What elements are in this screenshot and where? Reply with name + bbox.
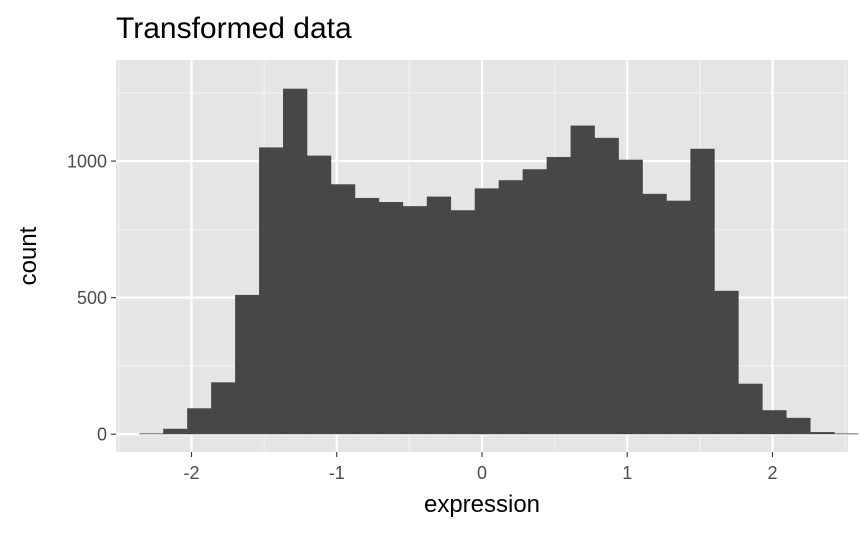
x-axis-title: expression	[424, 491, 540, 518]
histogram-bar	[738, 383, 763, 435]
y-axis-title: count	[15, 226, 42, 285]
histogram-bar	[546, 156, 571, 435]
x-tick-label: 2	[767, 463, 777, 483]
y-tick-label: 1000	[67, 152, 107, 172]
histogram-bar	[786, 417, 811, 435]
x-tick-label: 0	[477, 463, 487, 483]
histogram-bar	[642, 193, 667, 435]
histogram-bar	[450, 210, 476, 435]
histogram-bar	[211, 382, 236, 435]
x-axis: -2 -1 0 1 2	[184, 452, 777, 483]
histogram-bar	[306, 155, 332, 435]
histogram-bar	[522, 169, 547, 435]
histogram-bar	[762, 410, 787, 435]
x-tick-label: -2	[184, 463, 200, 483]
histogram-bar	[426, 196, 452, 435]
histogram-bar	[690, 148, 715, 435]
y-axis: 0 500 1000	[67, 152, 116, 445]
histogram-bar	[283, 88, 308, 435]
histogram-bar	[666, 200, 691, 435]
y-tick-label: 500	[77, 288, 107, 308]
y-tick-label: 0	[97, 425, 107, 445]
histogram-bar	[259, 147, 284, 435]
histogram-bar	[714, 290, 739, 435]
histogram-bar	[810, 432, 835, 435]
histogram-bar	[402, 206, 428, 435]
x-tick-label: 1	[622, 463, 632, 483]
histogram-bar	[139, 433, 164, 435]
histogram-bar	[834, 433, 859, 435]
histogram-bar	[235, 294, 260, 435]
histogram-bar	[163, 428, 188, 435]
histogram-bar	[474, 188, 500, 435]
histogram-bar	[618, 159, 643, 435]
histogram-bar	[594, 137, 619, 435]
histogram-bar	[187, 408, 212, 435]
chart-title: Transformed data	[116, 12, 352, 45]
histogram-bar	[498, 180, 523, 435]
histogram-bar	[354, 197, 380, 435]
histogram-bars	[139, 88, 859, 435]
histogram-bar	[378, 202, 404, 435]
x-tick-label: -1	[329, 463, 345, 483]
histogram-bar	[570, 125, 595, 435]
histogram-bar	[330, 184, 356, 435]
